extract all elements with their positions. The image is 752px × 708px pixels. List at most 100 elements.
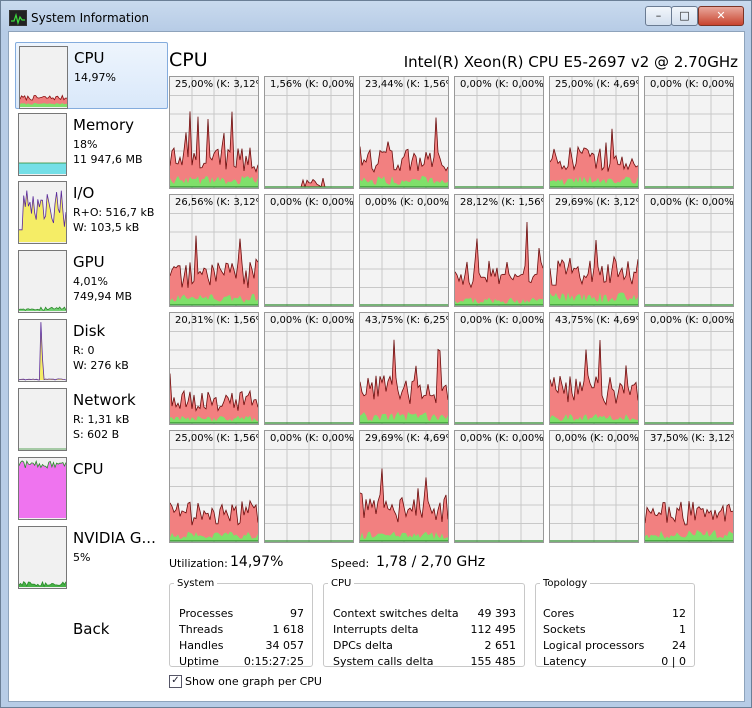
stat-value: 1 [679,623,686,636]
thumb-area [19,163,66,174]
stat-label: DPCs delta [333,639,393,652]
title-bar[interactable]: System Information – □ ✕ [1,1,751,33]
sidebar-item-value: 749,94 MB [73,290,133,303]
kernel-usage-area [360,531,448,541]
utilization-value: 14,97% [230,554,284,570]
core-graph-plot [550,195,638,306]
core-usage-label: 0,00% (K: 0,00%, [650,79,734,90]
kernel-usage-area [455,297,543,305]
thumb-graph [19,306,66,311]
utilization-label: Utilization: [169,557,228,570]
kernel-usage-area [360,175,448,187]
core-usage-label: 0,00% (K: 0,00%, [365,197,449,208]
speed-label: Speed: [331,557,370,570]
sidebar-item-label: Network [73,391,136,409]
memory-graph-icon [18,113,67,176]
stat-label: Interrupts delta [333,623,419,636]
sidebar-item-network[interactable]: Network R: 1,31 kB S: 602 B [15,385,166,451]
total-usage-line [170,235,258,289]
core-usage-label: 0,00% (K: 0,00%, [270,197,354,208]
kernel-usage-area [645,529,733,541]
speed-value: 1,78 / 2,70 GHz [376,554,486,570]
sidebar-item-value: W: 103,5 kB [73,221,140,234]
core-usage-label: 23,44% (K: 1,56% [365,79,449,90]
stat-label: Cores [543,607,575,620]
core-graph-plot [550,313,638,424]
kernel-usage-area [550,175,638,187]
core-usage-label: 29,69% (K: 4,69% [365,433,449,444]
kernel-usage-area [170,531,258,541]
thumb-line [19,190,66,231]
core-graph: 0,00% (K: 0,00%, [644,312,734,425]
core-usage-label: 20,31% (K: 1,56% [175,315,259,326]
thumb-line [19,322,66,381]
minimize-button[interactable]: – [645,6,672,26]
kernel-usage-area [550,292,638,305]
thumb-graph [19,460,66,518]
one-graph-per-cpu-checkbox[interactable]: ✓ [169,675,182,688]
network-graph-icon [18,388,67,451]
thumb-graph [19,190,66,242]
sidebar-item-value: 18% [73,138,98,151]
maximize-button[interactable]: □ [671,6,698,26]
core-graph: 20,31% (K: 1,56% [169,312,259,425]
group-title: System [177,578,215,589]
stat-value: 0:15:27:25 [243,655,304,668]
stat-value: 0 | 0 [661,655,686,668]
client-area: CPU 14,97% Memory 18% 11 947,6 MB I/O R+… [8,31,745,702]
core-graph: 25,00% (K: 4,69% [549,76,639,189]
app-icon-graph [11,12,25,25]
sidebar-item-value: 4,01% [73,275,108,288]
core-usage-label: 0,00% (K: 0,00%, [460,315,544,326]
core-graph: 0,00% (K: 0,00%, [454,312,544,425]
close-button[interactable]: ✕ [698,6,744,26]
stat-value: 49 393 [477,607,517,620]
thumb-kernel-area [20,103,67,107]
window-title: System Information [31,11,150,25]
sidebar-item-cpu[interactable]: CPU 14,97% [15,42,168,109]
core-graph-plot [455,431,543,542]
sidebar-item-memory[interactable]: Memory 18% 11 947,6 MB [15,110,166,176]
core-usage-label: 29,69% (K: 3,12% [555,197,639,208]
total-usage-area [550,340,638,423]
sidebar-item-disk[interactable]: Disk R: 0 W: 276 kB [15,316,166,382]
cpu-stats-group: CPU Context switches delta 49 393 Interr… [323,578,525,668]
core-graph-plot [170,431,258,542]
sidebar-item-cpu-2[interactable]: CPU [15,454,166,520]
stat-label: Logical processors [543,639,645,652]
thumb-line [20,94,67,102]
sidebar-item-nvidia[interactable]: NVIDIA G... 5% [15,523,166,589]
app-icon [9,10,27,26]
stat-label: Context switches delta [333,607,459,620]
sidebar-item-value: R: 0 [73,344,95,357]
thumb-line [19,306,66,311]
core-graph-plot [645,431,733,542]
total-usage-line [360,339,448,404]
core-usage-label: 25,00% (K: 4,69% [555,79,639,90]
gpu-graph-icon [18,250,67,313]
total-usage-line [170,111,258,173]
sidebar-item-value: R+O: 516,7 kB [73,206,155,219]
core-graph: 43,75% (K: 4,69% [549,312,639,425]
stat-label: Uptime [179,655,219,668]
sidebar-item-label: I/O [73,184,95,202]
core-graph-plot [265,195,353,306]
sidebar-item-gpu[interactable]: GPU 4,01% 749,94 MB [15,247,166,313]
thumb-area [19,322,66,380]
total-usage-line [360,468,448,523]
sidebar-item-value: 5% [73,551,91,564]
thumb-area [19,307,66,311]
one-graph-per-cpu-label[interactable]: Show one graph per CPU [185,675,322,688]
kernel-usage-area [170,293,258,305]
sidebar-item-io[interactable]: I/O R+O: 516,7 kB W: 103,5 kB [15,178,166,244]
core-usage-label: 0,00% (K: 0,00%, [460,433,544,444]
kernel-usage-area [170,175,258,187]
core-usage-label: 0,00% (K: 0,00%, [650,315,734,326]
core-graph-plot [360,195,448,306]
total-usage-area [360,339,448,423]
stat-label: Sockets [543,623,586,636]
core-graph: 37,50% (K: 3,12% [644,430,734,543]
back-button[interactable]: Back [73,620,110,638]
stat-label: Handles [179,639,224,652]
core-usage-label: 25,00% (K: 3,12% [175,79,259,90]
